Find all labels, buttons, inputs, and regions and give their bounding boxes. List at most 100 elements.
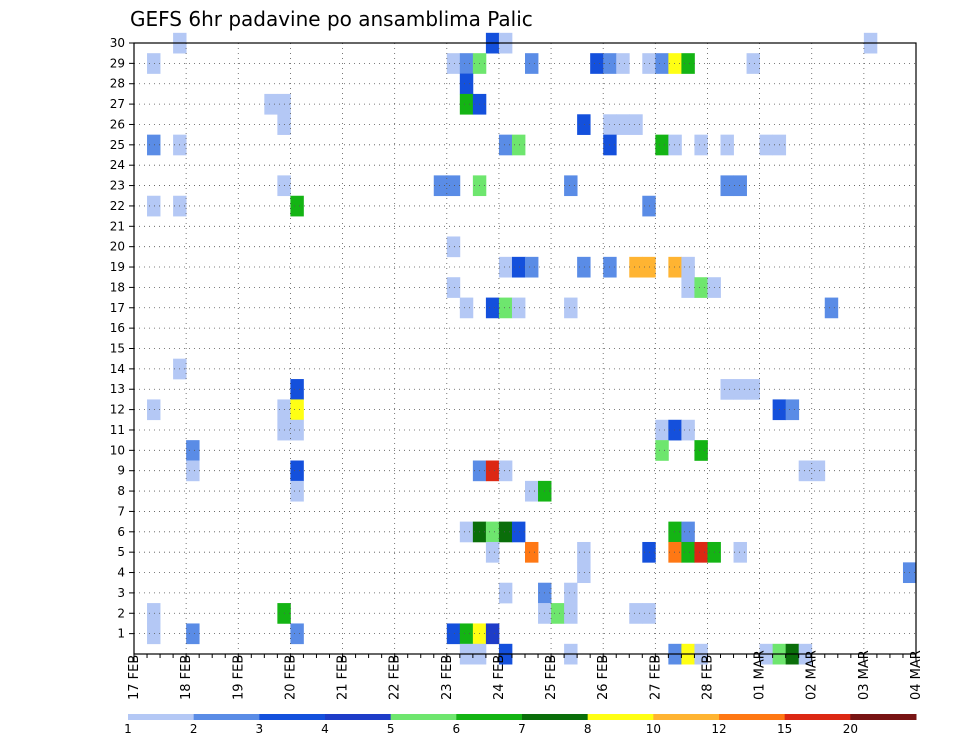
y-tick-label: 9 <box>117 464 125 478</box>
heatmap-cell <box>290 460 304 482</box>
heatmap-cell <box>668 256 682 278</box>
y-tick-label: 7 <box>117 504 125 518</box>
x-tick-label: 01 MAR <box>753 650 768 700</box>
y-tick-label: 19 <box>110 260 125 274</box>
legend-swatch <box>325 714 392 720</box>
legend-swatch <box>128 714 195 720</box>
heatmap-cell <box>811 460 826 482</box>
legend-swatch <box>850 714 917 720</box>
heatmap-cells <box>147 32 917 665</box>
x-tick-label: 18 FEB <box>179 655 194 700</box>
gridlines <box>134 42 916 654</box>
heatmap-cell <box>564 175 578 197</box>
y-tick-label: 27 <box>110 97 125 111</box>
legend-label: 10 <box>646 722 661 736</box>
y-tick-label: 26 <box>110 117 125 131</box>
heatmap-cell <box>681 53 695 74</box>
heatmap-cell <box>290 480 304 502</box>
heatmap-cell <box>629 603 643 624</box>
heatmap-cell <box>655 134 669 156</box>
y-tick-label: 28 <box>110 77 125 91</box>
heatmap-cell <box>459 93 474 115</box>
y-tick-label: 25 <box>110 138 125 152</box>
legend-swatch <box>653 714 720 720</box>
legend-swatch <box>259 714 326 720</box>
heatmap-cell <box>459 521 474 543</box>
heatmap-cell <box>577 114 591 135</box>
heatmap-cell <box>433 175 448 197</box>
heatmap-cell <box>694 541 708 563</box>
heatmap-cell <box>694 277 708 298</box>
heatmap-cell <box>746 379 760 400</box>
heatmap-cell <box>655 53 669 74</box>
heatmap-cell <box>186 440 200 461</box>
heatmap-cell <box>525 53 539 74</box>
heatmap-cell <box>733 175 747 197</box>
heatmap-cell <box>511 297 526 319</box>
heatmap-cell <box>681 256 695 278</box>
legend-label: 4 <box>321 722 329 736</box>
heatmap-cell <box>564 582 578 604</box>
y-tick-label: 14 <box>110 362 125 376</box>
heatmap-cell <box>446 623 461 645</box>
heatmap-cell <box>655 419 669 441</box>
heatmap-cell <box>147 53 161 74</box>
heatmap-cell <box>485 541 500 563</box>
heatmap-cell <box>147 134 161 156</box>
heatmap-cell <box>147 195 161 217</box>
x-axis: 17 FEB 18 FEB 19 FEB 20 FEB 21 FEB 22 FEB 23 F… <box>127 650 924 700</box>
heatmap-cell <box>290 623 304 645</box>
x-tick-label: 25 FEB <box>544 655 559 700</box>
y-tick-label: 29 <box>110 56 125 70</box>
heatmap-cell <box>694 134 708 156</box>
legend-swatch <box>390 714 457 720</box>
y-tick-label: 22 <box>110 199 125 213</box>
heatmap-cell <box>629 114 643 135</box>
y-tick-label: 15 <box>110 342 125 356</box>
heatmap-cell <box>485 297 500 319</box>
heatmap-cell <box>290 195 304 217</box>
heatmap-cell <box>655 440 669 461</box>
heatmap-cell <box>511 134 526 156</box>
heatmap-cell <box>147 399 161 421</box>
heatmap-cell <box>186 460 200 482</box>
y-tick-label: 3 <box>117 586 125 600</box>
heatmap-cell <box>681 521 695 543</box>
heatmap-cell <box>498 460 513 482</box>
legend-swatch <box>784 714 851 720</box>
heatmap-cell <box>498 582 513 604</box>
heatmap-cell <box>511 521 526 543</box>
heatmap-cell <box>459 73 474 95</box>
heatmap-cell <box>290 399 304 421</box>
y-tick-label: 20 <box>110 240 125 254</box>
legend-label: 1 <box>124 722 132 736</box>
heatmap-cell <box>290 379 304 400</box>
heatmap-cell <box>147 623 161 645</box>
y-tick-label: 18 <box>110 280 125 294</box>
heatmap-cell <box>498 134 513 156</box>
heatmap-cell <box>511 256 526 278</box>
heatmap-cell <box>668 419 682 441</box>
legend-swatch <box>193 714 260 720</box>
y-tick-label: 30 <box>110 36 125 50</box>
y-tick-label: 12 <box>110 403 125 417</box>
color-legend: 1 2 3 4 5 6 7 8 10 12 15 20 <box>124 714 917 736</box>
x-tick-label: 03 MAR <box>857 650 872 700</box>
heatmap-cell <box>446 53 461 74</box>
y-tick-label: 11 <box>110 423 125 437</box>
legend-label: 15 <box>777 722 792 736</box>
y-tick-label: 1 <box>117 627 125 641</box>
y-tick-label: 21 <box>110 219 125 233</box>
heatmap-cell <box>733 541 747 563</box>
legend-label: 20 <box>843 722 858 736</box>
x-tick-label: 04 MAR <box>909 650 924 700</box>
heatmap-cell <box>525 256 539 278</box>
heatmap-cell <box>785 399 800 421</box>
legend-label: 5 <box>387 722 395 736</box>
y-tick-label: 23 <box>110 179 125 193</box>
legend-label: 7 <box>518 722 526 736</box>
legend-swatch <box>587 714 654 720</box>
legend-swatch <box>719 714 786 720</box>
heatmap-cell <box>459 623 474 645</box>
heatmap-cell <box>824 297 839 319</box>
